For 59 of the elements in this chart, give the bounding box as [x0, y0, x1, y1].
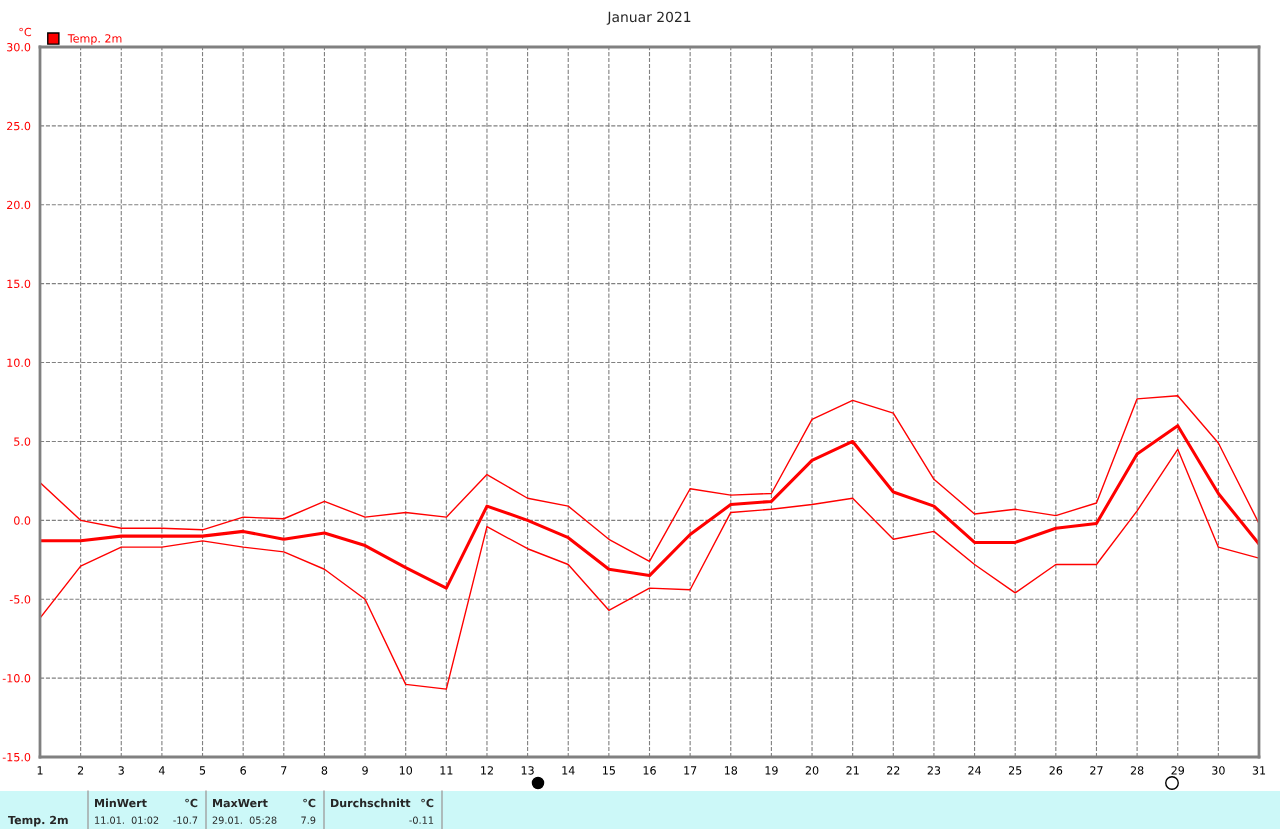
text: Temp. 2m — [8, 815, 68, 827]
text: MinWert — [95, 798, 147, 808]
x-tick-label: 31 — [1252, 766, 1266, 775]
y-tick-label: 30.0 — [7, 42, 31, 52]
y-tick-label: 5.0 — [14, 437, 31, 446]
chart-title: Januar 2021 — [606, 11, 691, 25]
y-tick-label: -5.0 — [9, 595, 31, 604]
x-tick-label: 17 — [684, 766, 697, 775]
x-tick-label: 27 — [1090, 766, 1103, 775]
x-tick-label: 1 — [37, 766, 43, 775]
x-tick-label: 8 — [321, 766, 328, 775]
x-tick-label: 22 — [887, 766, 900, 775]
x-tick-label: 5 — [199, 766, 206, 775]
x-tick-label: 19 — [765, 766, 778, 775]
text: -10.7 — [173, 816, 198, 824]
text: 29.01. 05:28 — [212, 816, 277, 824]
y-tick-label: -10.0 — [2, 674, 31, 683]
x-tick-label: 26 — [1049, 766, 1063, 775]
x-tick-label: 30 — [1212, 766, 1225, 775]
x-tick-label: 13 — [521, 766, 534, 775]
x-tick-label: 4 — [158, 766, 165, 775]
x-tick-label: 12 — [481, 766, 493, 775]
y-tick-label: 15.0 — [7, 279, 31, 289]
legend-label: Temp. 2m — [67, 34, 122, 45]
x-tick-label: 29 — [1171, 766, 1185, 775]
text: Durchschnitt — [331, 798, 411, 808]
line-series — [40, 424, 1259, 590]
x-tick-label: 11 — [440, 766, 453, 775]
x-tick-label: 21 — [846, 766, 859, 775]
x-tick-label: 9 — [362, 766, 368, 775]
y-tick-label: 20.0 — [7, 200, 31, 210]
line-series — [40, 448, 1259, 690]
x-tick-label: 2 — [77, 766, 84, 775]
x-tick-label: 7 — [281, 766, 287, 775]
text: °C — [303, 798, 316, 808]
text: 7.9 — [301, 816, 316, 824]
text: °C — [185, 798, 198, 808]
x-tick-label: 25 — [1008, 766, 1022, 775]
text: °C — [421, 798, 434, 808]
x-tick-label: 20 — [805, 766, 819, 775]
y-tick-label: 25.0 — [7, 121, 31, 131]
x-tick-label: 10 — [399, 766, 413, 775]
x-tick-label: 23 — [927, 766, 941, 775]
x-tick-label: 14 — [562, 766, 575, 775]
text: MaxWert — [213, 798, 268, 808]
x-tick-label: 24 — [968, 766, 982, 775]
x-tick-label: 15 — [603, 766, 615, 775]
x-tick-label: 6 — [240, 766, 246, 775]
text: -0.11 — [409, 816, 434, 824]
x-tick-label: 18 — [724, 766, 738, 775]
y-tick-label: -15.0 — [2, 752, 31, 762]
x-tick-label: 28 — [1130, 766, 1144, 775]
line-series — [40, 394, 1259, 563]
y-tick-label: 0.0 — [14, 516, 31, 525]
y-axis-title: °C — [19, 27, 32, 37]
x-tick-label: 16 — [643, 766, 656, 775]
x-tick-label: 3 — [118, 766, 124, 775]
text: 11.01. 01:02 — [95, 816, 159, 824]
y-tick-label: 10.0 — [7, 358, 31, 367]
